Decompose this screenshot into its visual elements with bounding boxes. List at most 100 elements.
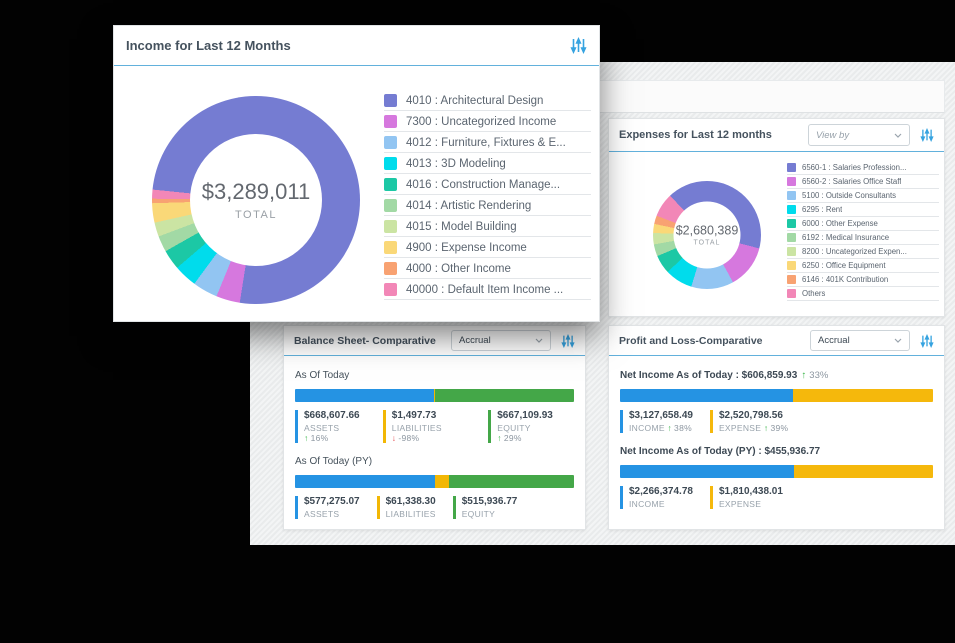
expenses-total-value: $2,680,389: [675, 223, 739, 238]
stat-percent: 38%: [674, 423, 692, 433]
legend-item[interactable]: 6295 : Rent: [787, 203, 939, 217]
accrual-dropdown[interactable]: Accrual: [810, 330, 910, 351]
stat-expense: $1,810,438.01 EXPENSE: [709, 486, 783, 509]
legend-swatch: [384, 262, 397, 275]
legend-label: 6295 : Rent: [802, 205, 843, 214]
stat-percent: -98%: [398, 433, 420, 443]
legend-item[interactable]: Others: [787, 287, 939, 301]
legend-swatch: [787, 247, 796, 256]
stat-label: EXPENSE: [718, 423, 762, 433]
income-card-title: Income for Last 12 Months: [126, 38, 291, 53]
stat-income: $2,266,374.78 INCOME: [620, 486, 693, 509]
legend-swatch: [787, 163, 796, 172]
bar-segment: [620, 465, 795, 478]
stat-liabilities: $61,338.30 LIABILITIES: [376, 496, 436, 519]
filter-sliders-icon[interactable]: [920, 128, 934, 142]
legend-item[interactable]: 4015 : Model Building: [384, 216, 591, 237]
income-legend: 4010 : Architectural Design 7300 : Uncat…: [384, 90, 591, 300]
balance-py-bar[interactable]: [295, 475, 574, 488]
legend-item[interactable]: 4014 : Artistic Rendering: [384, 195, 591, 216]
legend-item[interactable]: 4010 : Architectural Design: [384, 90, 591, 111]
legend-swatch: [787, 219, 796, 228]
bar-segment: [295, 475, 435, 488]
stat-income: $3,127,658.49 INCOME ↑ 38%: [620, 410, 693, 433]
bar-segment: [295, 389, 434, 402]
legend-label: 4900 : Expense Income: [406, 241, 527, 254]
legend-swatch: [384, 136, 397, 149]
legend-label: 6560-2 : Salaries Office Staff: [802, 177, 902, 186]
net-income-text: Net Income As of Today : $606,859.93: [620, 370, 798, 381]
legend-swatch: [384, 94, 397, 107]
stat-assets: $668,607.66 ASSETS ↑ 16%: [295, 410, 366, 443]
balance-today-bar[interactable]: [295, 389, 574, 402]
view-by-dropdown[interactable]: View by: [808, 124, 910, 146]
filter-sliders-icon[interactable]: [920, 333, 934, 348]
legend-item[interactable]: 7300 : Uncategorized Income: [384, 111, 591, 132]
net-income-percent: 33%: [809, 370, 829, 381]
legend-swatch: [787, 177, 796, 186]
balance-sheet-card: Balance Sheet- Comparative Accrual As Of…: [283, 325, 586, 530]
stat-value: $1,497.73: [391, 410, 437, 421]
legend-label: 6146 : 401K Contribution: [802, 275, 889, 284]
accrual-dropdown[interactable]: Accrual: [451, 330, 551, 351]
filter-sliders-icon[interactable]: [561, 333, 575, 348]
bar-segment: [433, 389, 436, 402]
legend-swatch: [384, 283, 397, 296]
legend-item[interactable]: 6560-2 : Salaries Office Staff: [787, 175, 939, 189]
legend-label: 4016 : Construction Manage...: [406, 178, 561, 191]
income-total-value: $3,289,011: [201, 179, 311, 204]
legend-label: 4014 : Artistic Rendering: [406, 199, 532, 212]
chevron-down-icon: [894, 133, 902, 138]
legend-swatch: [384, 241, 397, 254]
legend-item[interactable]: 4012 : Furniture, Fixtures & E...: [384, 132, 591, 153]
legend-item[interactable]: 8200 : Uncategorized Expen...: [787, 245, 939, 259]
legend-label: 6192 : Medical Insurance: [802, 233, 890, 242]
legend-item[interactable]: 6146 : 401K Contribution: [787, 273, 939, 287]
legend-item[interactable]: 4000 : Other Income: [384, 258, 591, 279]
stat-value: $577,275.07: [304, 496, 360, 507]
profit-loss-card: Profit and Loss-Comparative Accrual Net …: [608, 325, 945, 530]
section-label: As Of Today (PY): [295, 456, 373, 467]
expenses-card-header: Expenses for Last 12 months View by: [609, 119, 944, 152]
legend-label: 4000 : Other Income: [406, 262, 511, 275]
legend-label: Others: [802, 289, 826, 298]
legend-item[interactable]: 6250 : Office Equipment: [787, 259, 939, 273]
legend-item[interactable]: 40000 : Default Item Income ...: [384, 279, 591, 300]
up-arrow-icon: ↑: [801, 370, 807, 381]
legend-item[interactable]: 4016 : Construction Manage...: [384, 174, 591, 195]
legend-label: 6000 : Other Expense: [802, 219, 878, 228]
up-arrow-icon: ↑: [763, 423, 769, 433]
balance-py-stats: $577,275.07 ASSETS $61,338.30 LIABILITIE…: [295, 496, 574, 519]
legend-swatch: [787, 233, 796, 242]
legend-label: 4015 : Model Building: [406, 220, 517, 233]
legend-swatch: [384, 157, 397, 170]
expenses-donut-chart[interactable]: $2,680,389 TOTAL: [653, 181, 761, 289]
pl-today-bar[interactable]: [620, 389, 933, 402]
net-income-text: Net Income As of Today (PY) : $455,936.7…: [620, 446, 821, 457]
stat-label: LIABILITIES: [385, 509, 436, 519]
legend-item[interactable]: 5100 : Outside Consultants: [787, 189, 939, 203]
legend-item[interactable]: 4013 : 3D Modeling: [384, 153, 591, 174]
legend-label: 5100 : Outside Consultants: [802, 191, 897, 200]
down-arrow-icon: ↓: [391, 433, 397, 443]
expenses-legend: 6560-1 : Salaries Profession... 6560-2 :…: [787, 161, 939, 301]
legend-item[interactable]: 6560-1 : Salaries Profession...: [787, 161, 939, 175]
legend-label: 7300 : Uncategorized Income: [406, 115, 557, 128]
filter-sliders-icon[interactable]: [570, 37, 587, 54]
legend-swatch: [787, 275, 796, 284]
net-income-headline: Net Income As of Today : $606,859.93 ↑ 33%: [620, 370, 933, 381]
balance-sheet-title: Balance Sheet- Comparative: [294, 334, 436, 347]
stat-label: EQUITY: [461, 509, 496, 519]
pl-py-bar[interactable]: [620, 465, 933, 478]
stat-percent: 39%: [770, 423, 789, 433]
legend-item[interactable]: 4900 : Expense Income: [384, 237, 591, 258]
balance-sheet-header: Balance Sheet- Comparative Accrual: [284, 326, 585, 356]
bar-segment: [434, 475, 450, 488]
legend-label: 4012 : Furniture, Fixtures & E...: [406, 136, 566, 149]
income-donut-chart[interactable]: $3,289,011 TOTAL: [152, 96, 360, 304]
legend-item[interactable]: 6192 : Medical Insurance: [787, 231, 939, 245]
legend-swatch: [384, 199, 397, 212]
legend-label: 8200 : Uncategorized Expen...: [802, 247, 907, 256]
legend-item[interactable]: 6000 : Other Expense: [787, 217, 939, 231]
stat-value: $3,127,658.49: [629, 410, 693, 421]
